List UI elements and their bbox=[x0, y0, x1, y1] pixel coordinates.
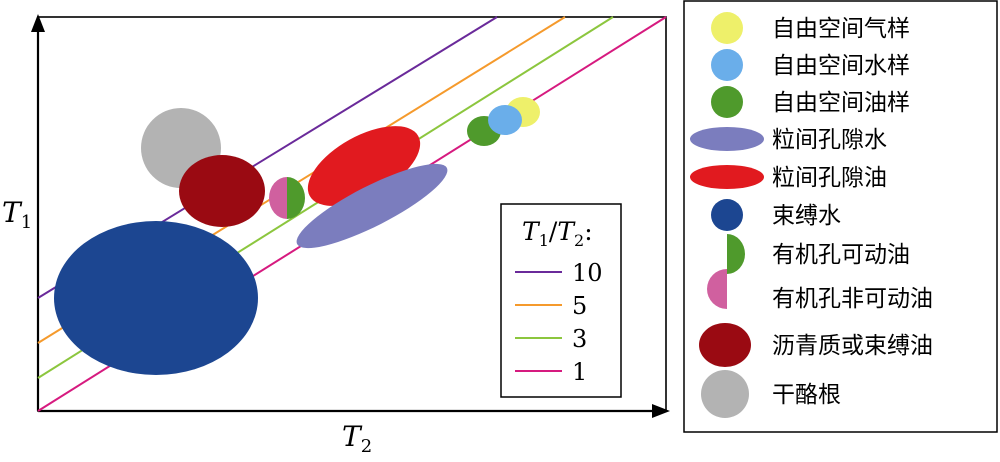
purple-ellipse-icon bbox=[690, 127, 764, 151]
pink-half-icon bbox=[707, 269, 727, 309]
red-ellipse-icon bbox=[690, 165, 764, 189]
fluid-legend-label: 沥青质或束缚油 bbox=[772, 333, 933, 359]
fluid-legend-label: 粒间孔隙水 bbox=[772, 127, 887, 153]
x-axis-arrow bbox=[38, 404, 670, 418]
navy-circle-icon bbox=[711, 199, 743, 231]
y-axis-arrow bbox=[31, 14, 45, 411]
ratio-legend: T1/T2: 10 5 3 1 bbox=[500, 203, 622, 398]
ratio-legend-title: T1/T2: bbox=[522, 217, 593, 250]
bound-water-ellipse bbox=[54, 221, 258, 375]
green-half-icon bbox=[727, 234, 745, 274]
yellow-circle-icon bbox=[711, 12, 743, 44]
darkred-ellipse-icon bbox=[699, 323, 751, 367]
x-axis-label: T2 bbox=[342, 420, 372, 457]
y-axis-label: T1 bbox=[2, 196, 32, 233]
organic-immobile-oil-half bbox=[269, 177, 287, 219]
fluid-legend-label: 有机孔可动油 bbox=[772, 242, 910, 268]
fluid-legend: 自由空间气样 自由空间水样 自由空间油样 粒间孔隙水 粒间孔隙油 束缚水 有机孔… bbox=[683, 0, 998, 433]
intergranular-water-ellipse bbox=[296, 163, 448, 249]
fluid-legend-label: 自由空间水样 bbox=[772, 53, 910, 79]
ratio-legend-label: 1 bbox=[572, 358, 587, 386]
organic-mobile-oil-half bbox=[287, 177, 305, 219]
free-water-circle bbox=[488, 105, 522, 135]
asphaltene-oil-ellipse bbox=[179, 155, 265, 227]
ratio-legend-label: 5 bbox=[572, 292, 587, 320]
intergranular-oil-ellipse bbox=[307, 126, 421, 206]
fluid-legend-label: 自由空间气样 bbox=[772, 16, 910, 42]
ratio-legend-label: 10 bbox=[572, 259, 603, 287]
blue-circle-icon bbox=[711, 49, 743, 81]
fluid-legend-label: 有机孔非可动油 bbox=[772, 286, 933, 312]
fluid-legend-label: 自由空间油样 bbox=[772, 90, 910, 116]
gray-circle-icon bbox=[701, 370, 749, 418]
fluid-legend-label: 粒间孔隙油 bbox=[772, 165, 887, 191]
green-circle-icon bbox=[711, 86, 743, 118]
ratio-legend-label: 3 bbox=[572, 325, 587, 353]
fluid-legend-label: 干酪根 bbox=[772, 382, 841, 408]
fluid-legend-label: 束缚水 bbox=[772, 203, 841, 229]
